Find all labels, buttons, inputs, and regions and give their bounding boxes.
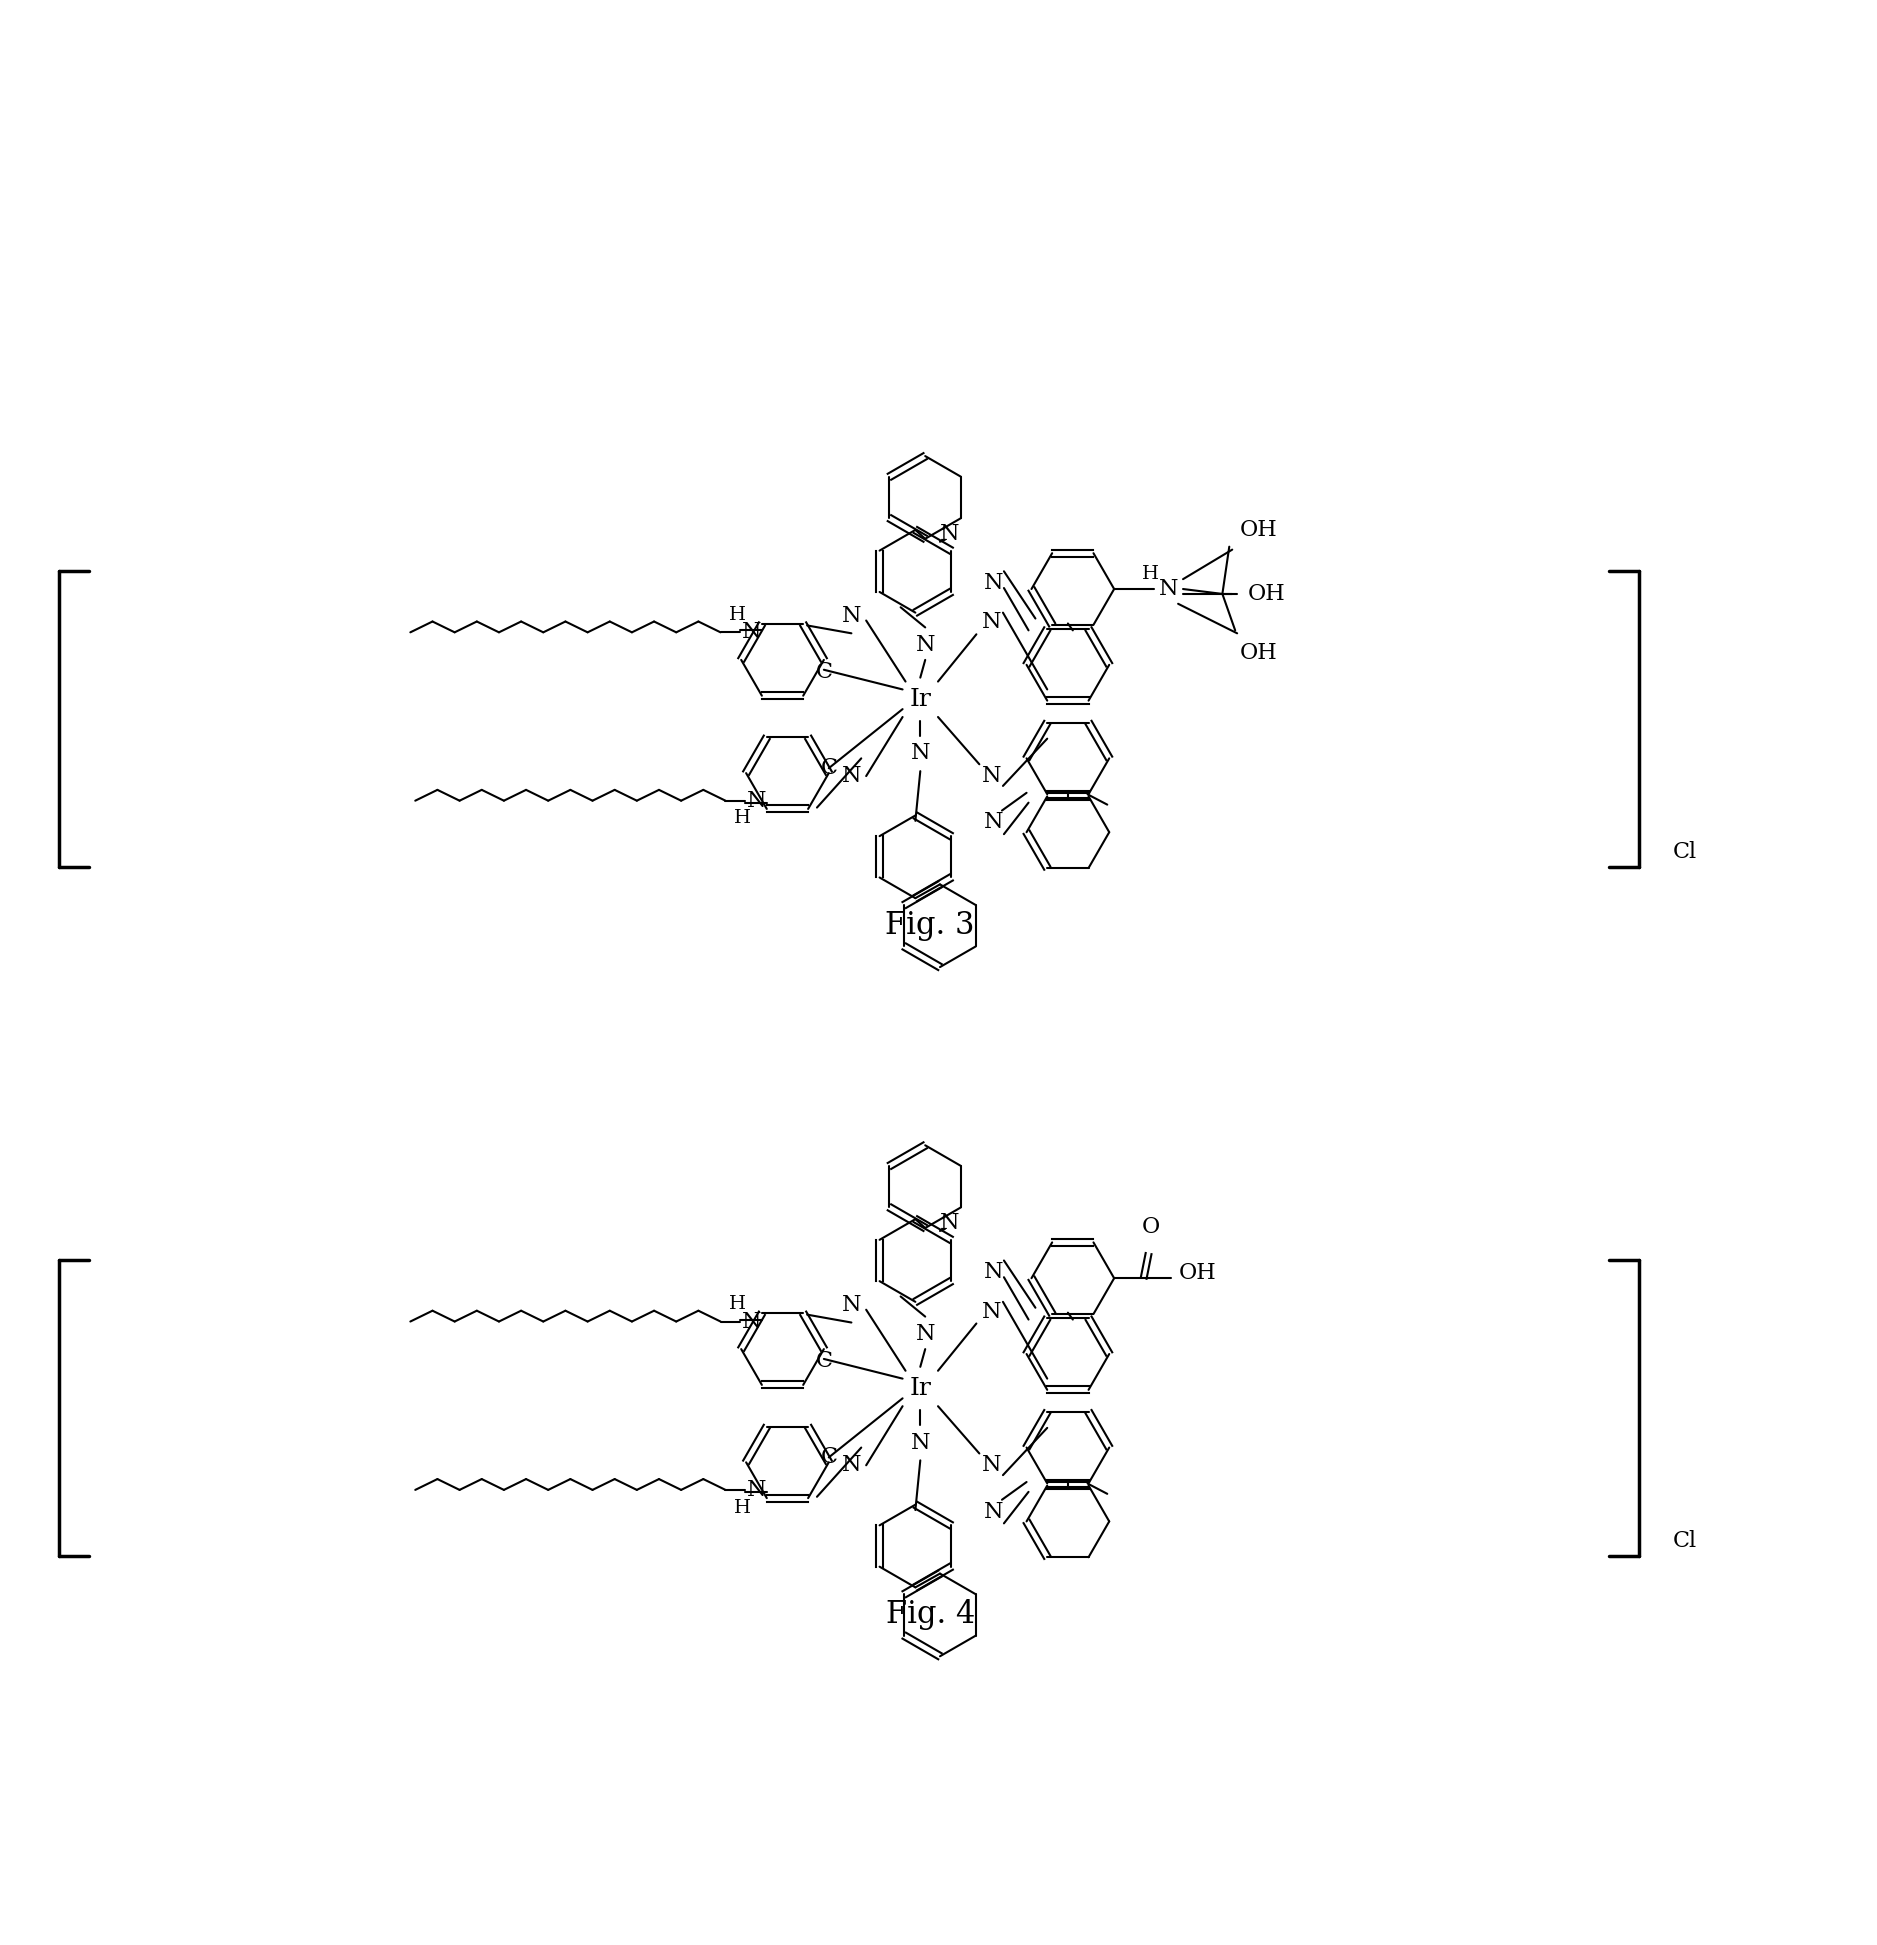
Text: N: N xyxy=(982,611,1000,634)
Text: Ir: Ir xyxy=(908,689,931,710)
Text: Fig. 4: Fig. 4 xyxy=(886,1599,974,1630)
Text: N: N xyxy=(841,605,862,626)
Text: Cl: Cl xyxy=(1672,840,1697,864)
Text: N: N xyxy=(984,811,1004,832)
Text: N: N xyxy=(747,1478,766,1502)
Text: N: N xyxy=(910,1432,929,1453)
Text: Cl: Cl xyxy=(1672,1531,1697,1552)
Text: N: N xyxy=(841,1293,862,1317)
Text: Fig. 3: Fig. 3 xyxy=(886,910,974,941)
Text: OH: OH xyxy=(1248,584,1286,605)
Text: N: N xyxy=(982,764,1000,788)
Text: N: N xyxy=(841,764,862,788)
Text: C: C xyxy=(820,1447,837,1468)
Text: N: N xyxy=(910,743,929,764)
Text: N: N xyxy=(984,1500,1004,1523)
Text: N: N xyxy=(940,1212,959,1233)
Text: N: N xyxy=(916,1323,935,1346)
Text: C: C xyxy=(815,1350,832,1371)
Text: N: N xyxy=(984,572,1004,593)
Text: H: H xyxy=(1141,566,1160,584)
Text: H: H xyxy=(728,1295,745,1313)
Text: N: N xyxy=(982,1455,1000,1476)
Text: N: N xyxy=(940,523,959,545)
Text: N: N xyxy=(982,1301,1000,1323)
Text: OH: OH xyxy=(1241,642,1278,663)
Text: H: H xyxy=(728,605,745,624)
Text: C: C xyxy=(815,661,832,683)
Text: OH: OH xyxy=(1179,1262,1216,1284)
Text: H: H xyxy=(734,1498,751,1517)
Text: N: N xyxy=(1158,578,1179,599)
Text: OH: OH xyxy=(1241,519,1278,541)
Text: O: O xyxy=(1141,1216,1160,1239)
Text: N: N xyxy=(916,634,935,655)
Text: N: N xyxy=(984,1260,1004,1284)
Text: N: N xyxy=(741,620,762,644)
Text: Ir: Ir xyxy=(908,1377,931,1400)
Text: H: H xyxy=(734,809,751,827)
Text: C: C xyxy=(820,757,837,780)
Text: N: N xyxy=(747,790,766,811)
Text: N: N xyxy=(741,1311,762,1332)
Text: N: N xyxy=(841,1455,862,1476)
